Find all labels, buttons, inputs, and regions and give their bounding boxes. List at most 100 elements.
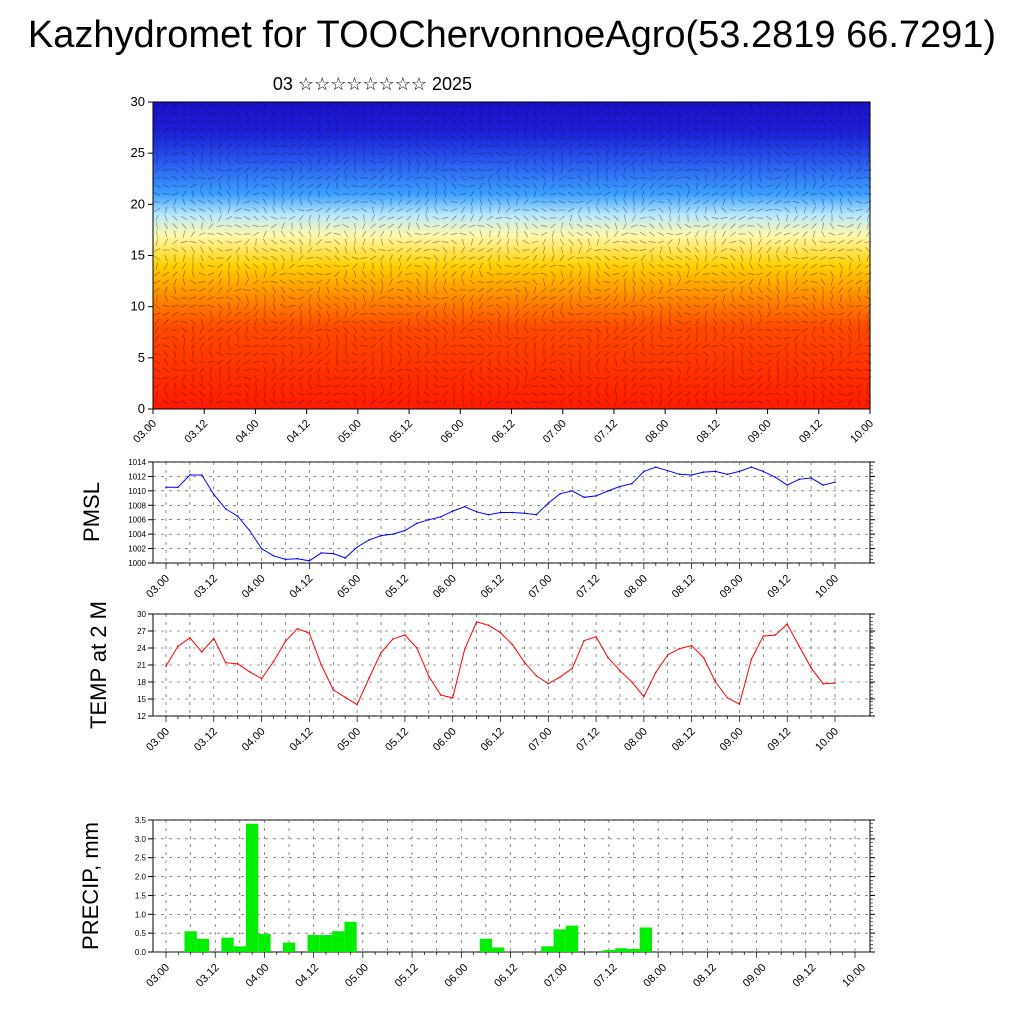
x-tick-label: 08.00 [622,726,650,754]
x-tick-label: 07.00 [541,418,569,446]
x-tick-label: 04.00 [244,962,272,990]
data-point [439,516,442,518]
y-tick-label: 2.5 [135,854,147,863]
precip-bar [282,942,296,952]
data-point [595,495,597,497]
data-point [404,529,406,532]
data-point [750,466,753,468]
data-point [272,554,275,557]
data-point [678,473,681,476]
data-point [463,505,466,508]
y-tick-label: 30 [131,94,145,109]
data-point [702,656,705,659]
x-tick-label: 03.00 [144,726,172,754]
x-tick-label: 06.00 [442,962,470,990]
x-tick-label: 05.00 [335,573,363,601]
x-tick-label: 08.00 [622,573,650,601]
y-tick-label: 1014 [128,458,146,467]
data-point [583,639,585,642]
x-tick-label: 09.00 [746,418,774,446]
x-tick-label: 03.00 [144,962,172,990]
data-point [332,552,335,555]
data-point [535,674,538,677]
panel-frame [152,819,871,953]
x-tick-label: 05.12 [387,418,415,446]
chart-title: Kazhydromet for TOOChervonnoeAgro(53.281… [27,14,997,56]
data-point [475,621,478,623]
precip-bar [344,921,357,952]
data-point [212,493,215,496]
x-tick-label: 05.00 [335,726,363,754]
data-point [368,677,370,679]
data-point [416,647,418,649]
data-point [666,654,669,656]
y-tick-label: 20 [131,196,145,211]
chart-subtitle: 03 ☆☆☆☆☆☆☆☆ 2025 [272,74,473,94]
data-point [177,486,179,489]
precip-bar [492,947,505,952]
x-tick-label: 06.00 [438,418,466,446]
data-point [392,638,394,640]
x-tick-label: 08.12 [670,573,698,601]
x-tick-label: 03.00 [144,573,172,601]
data-point [834,682,836,684]
data-point [344,696,346,699]
data-point [284,558,287,561]
temp-panel: 12 15 18 21 24 27 30 03.00 03.12 04.00 04.12 05.00 0… [86,601,875,754]
data-point [655,671,657,674]
data-point [786,623,789,625]
y-tick-label: 5 [138,350,145,365]
x-tick-label: 07.12 [574,726,602,754]
y-tick-label: 27 [137,627,146,636]
x-tick-label: 09.00 [718,573,746,601]
x-tick-label: 09.12 [765,573,793,601]
data-point [428,675,430,678]
x-tick-label: 09.00 [741,962,769,990]
y-tick-label: 18 [137,678,146,687]
x-tick-label: 10.00 [813,573,841,601]
data-point [547,502,550,504]
data-point [296,557,299,560]
data-point [212,637,215,640]
data-point [690,644,693,647]
data-point [404,634,406,636]
x-tick-label: 05.00 [343,962,371,990]
x-tick-label: 08.12 [691,962,719,990]
data-point [559,492,562,495]
data-point [726,473,729,476]
data-point [607,490,609,492]
cross-section-field [153,102,870,409]
data-point [320,664,323,666]
data-point [224,661,227,664]
data-point [487,624,490,627]
data-point [368,539,370,541]
precip-bar [565,925,579,952]
precip-bar [233,946,246,952]
data-point [380,651,382,654]
y-tick-label: 15 [131,248,145,263]
y-tick-label: 15 [137,695,146,704]
y-tick-label: 30 [137,610,146,619]
data-point [738,703,741,705]
data-point [380,534,382,537]
y-tick-label: 0 [138,401,145,416]
data-point [308,632,311,635]
data-point [201,651,203,653]
data-point [248,529,251,532]
precip-bar [639,927,652,952]
y-tick-label: 10 [131,299,145,314]
x-tick-label: 03.12 [192,726,220,754]
x-tick-label: 09.00 [718,726,746,754]
x-tick-label: 03.12 [192,573,220,601]
wind-vectors [153,102,872,406]
data-point [523,512,526,515]
data-point [619,485,621,488]
x-tick-label: 07.12 [574,573,602,601]
data-point [643,470,645,473]
data-point [595,635,597,638]
data-point [643,695,645,698]
data-point [690,474,693,476]
data-point [165,665,167,667]
data-point [260,677,263,680]
data-point [272,660,275,663]
